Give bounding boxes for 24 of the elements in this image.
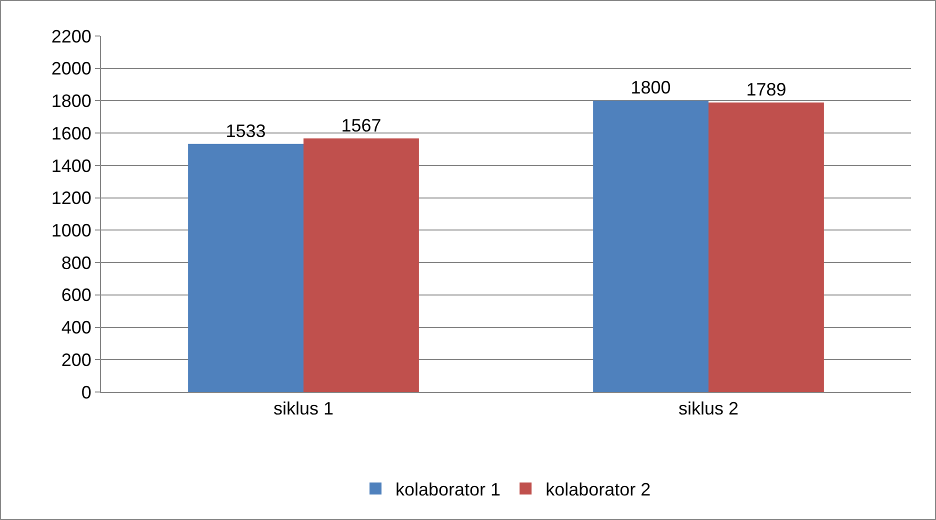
bar [304, 138, 419, 392]
data-label: 1789 [746, 80, 786, 100]
legend-label: kolaborator 1 [396, 480, 501, 500]
y-tick-label: 1600 [51, 123, 92, 144]
x-tick-label: siklus 2 [678, 398, 739, 419]
bar [708, 102, 824, 392]
y-tick-label: 1200 [51, 188, 92, 208]
y-tick-label: 200 [61, 350, 92, 370]
y-tick-label: 1800 [51, 91, 92, 112]
data-label: 1567 [341, 115, 382, 136]
y-tick-label: 600 [61, 285, 92, 306]
bar [188, 144, 304, 392]
x-tick-label: siklus 1 [273, 398, 334, 419]
y-tick-label: 2200 [51, 26, 92, 46]
y-tick-label: 800 [61, 252, 92, 273]
data-label: 1800 [630, 78, 671, 98]
y-tick-label: 1000 [51, 220, 92, 240]
y-tick-label: 1400 [51, 156, 92, 176]
y-tick-label: 400 [61, 318, 92, 338]
data-label: 1533 [226, 120, 266, 141]
bar [593, 100, 708, 392]
y-tick-label: 2000 [51, 58, 92, 79]
y-tick-label: 0 [81, 382, 92, 402]
legend-label: kolaborator 2 [546, 480, 651, 500]
